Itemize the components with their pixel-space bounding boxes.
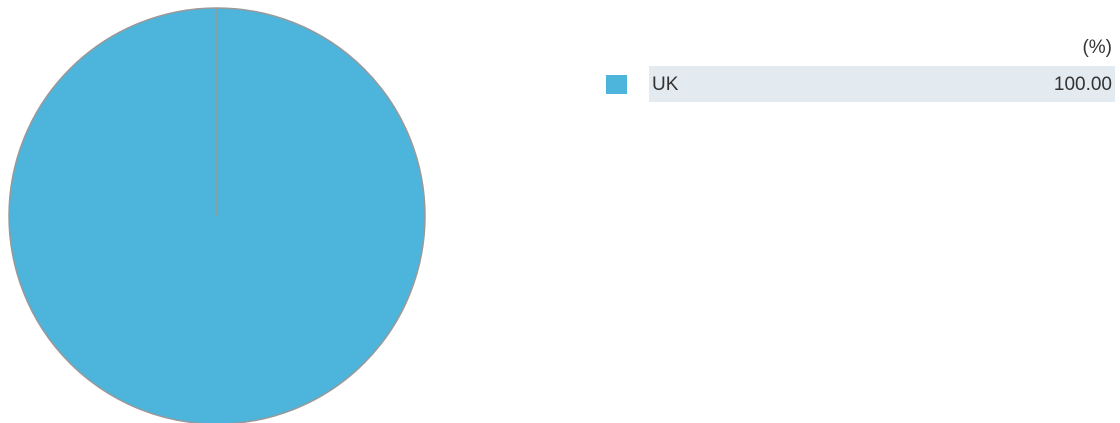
legend: (%) UK 100.00 (606, 30, 1115, 102)
pie-chart (8, 7, 426, 423)
legend-header: (%) (606, 30, 1112, 66)
legend-swatch (606, 75, 627, 94)
unit-label: (%) (1082, 37, 1112, 58)
legend-item-uk[interactable]: UK 100.00 (606, 66, 1115, 102)
legend-label: UK (652, 74, 679, 95)
legend-row-band (649, 66, 1115, 102)
legend-value: 100.00 (1053, 74, 1112, 95)
